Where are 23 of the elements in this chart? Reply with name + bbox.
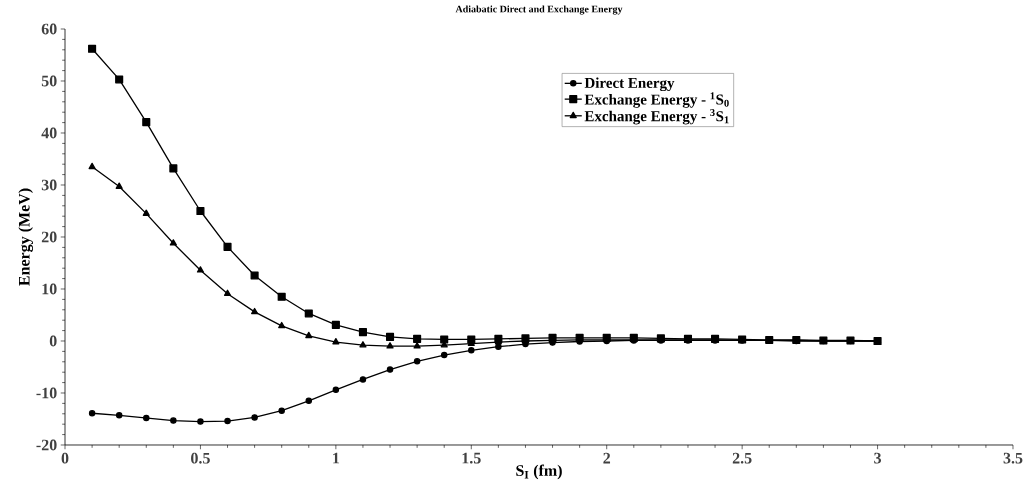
x-axis-title: S$_{I}$ (fm): [516, 464, 562, 480]
legend-label: Exchange Energy - $^{3}$S$_{1}$: [584, 108, 729, 125]
x-tick-label: 1.5: [462, 452, 481, 464]
legend-label: Exchange Energy - $^{1}$S$_{0}$: [584, 92, 729, 108]
x-tick-label: 0.5: [191, 452, 210, 464]
y-axis-title: Energy (MeV): [18, 188, 34, 286]
y-tick-label: 60: [41, 23, 57, 35]
y-tick-label: -20: [36, 439, 57, 451]
y-tick-label: 10: [42, 283, 57, 295]
y-tick-label: -10: [36, 387, 57, 399]
y-tick-label: 50: [41, 75, 57, 87]
legend-label: Direct Energy: [584, 77, 675, 92]
x-tick-label: 2: [603, 452, 611, 464]
y-tick-label: 0: [49, 335, 57, 347]
x-tick-label: 0: [61, 452, 69, 464]
y-tick-label: 30: [41, 179, 57, 191]
y-tick-label: 40: [41, 127, 57, 139]
x-tick-label: 1: [333, 452, 340, 464]
x-tick-label: 3: [874, 452, 882, 464]
x-tick-label: 2.5: [732, 452, 752, 464]
x-tick-label: 3.5: [1003, 452, 1023, 464]
chart-title: Adiabatic Direct and Exchange Energy: [455, 5, 623, 15]
y-tick-label: 20: [41, 231, 57, 243]
